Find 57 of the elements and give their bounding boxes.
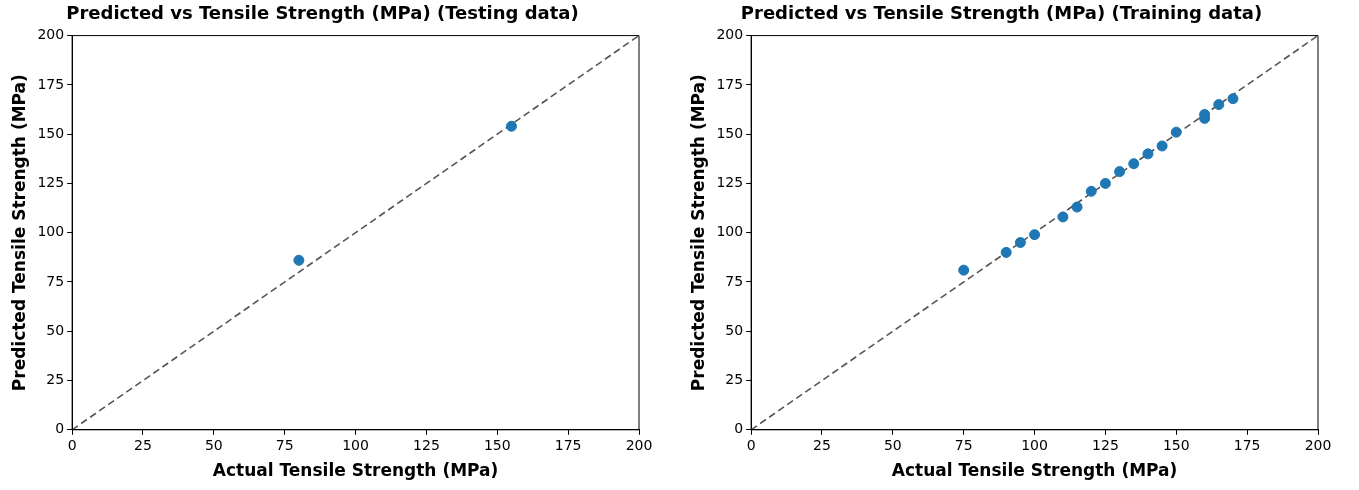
chart-title: Predicted vs Tensile Strength (MPa) (Testing data)	[66, 2, 579, 24]
x-tick-label: 25	[134, 436, 152, 453]
y-tick-label: 0	[734, 420, 744, 437]
point	[1114, 166, 1126, 178]
y-tick-label: 25	[725, 371, 744, 388]
point	[1156, 140, 1168, 152]
y-tick-label: 150	[716, 124, 744, 141]
x-tick-label: 200	[1304, 436, 1332, 453]
y-tick-label: 50	[725, 321, 744, 338]
x-tick-label: 0	[67, 436, 77, 453]
x-tick-label: 100	[1021, 436, 1048, 453]
x-tick-label: 0	[746, 436, 756, 453]
y-tick-label: 125	[37, 174, 65, 191]
point	[1057, 211, 1069, 223]
y-tick-label: 175	[37, 75, 65, 92]
x-tick-label: 75	[954, 436, 973, 453]
point	[1029, 229, 1041, 241]
chart-title: Predicted vs Tensile Strength (MPa) (Training data)	[740, 2, 1263, 24]
x-tick-label: 175	[1233, 436, 1261, 453]
y-tick-label: 75	[725, 272, 744, 289]
x-tick-label: 150	[483, 436, 511, 453]
y-tick-label: 100	[37, 223, 65, 240]
y-tick-label: 200	[716, 26, 744, 43]
x-tick-label: 200	[625, 436, 653, 453]
y-tick-label: 75	[46, 272, 65, 289]
y-axis-title: Predicted Tensile Strength (MPa)	[8, 74, 29, 392]
x-tick-label: 150	[1162, 436, 1190, 453]
x-tick-label: 125	[1092, 436, 1119, 453]
point	[1000, 246, 1012, 258]
x-tick-label: 175	[554, 436, 582, 453]
point	[1213, 99, 1225, 111]
point	[1142, 148, 1154, 160]
x-axis-title: Actual Tensile Strength (MPa)	[212, 460, 499, 481]
x-tick-label: 100	[342, 436, 369, 453]
y-tick-label: 100	[716, 223, 744, 240]
y-tick-label: 150	[37, 124, 65, 141]
point	[1227, 93, 1239, 105]
x-tick-label: 125	[413, 436, 440, 453]
point	[1099, 177, 1111, 189]
x-tick-label: 25	[813, 436, 831, 453]
x-tick-label: 50	[204, 436, 223, 453]
x-axis-title: Actual Tensile Strength (MPa)	[891, 460, 1178, 481]
point	[1170, 126, 1182, 138]
y-tick-label: 25	[46, 371, 65, 388]
y-tick-label: 175	[716, 75, 744, 92]
point	[1071, 201, 1083, 213]
y-tick-label: 50	[46, 321, 65, 338]
point	[958, 264, 970, 276]
point	[1128, 158, 1140, 170]
y-axis-title: Predicted Tensile Strength (MPa)	[687, 74, 708, 392]
y-tick-label: 0	[55, 420, 65, 437]
x-tick-label: 50	[883, 436, 902, 453]
y-tick-label: 200	[37, 26, 65, 43]
point	[1014, 237, 1026, 249]
x-tick-label: 75	[275, 436, 294, 453]
point	[1085, 185, 1097, 197]
y-tick-label: 125	[716, 174, 744, 191]
